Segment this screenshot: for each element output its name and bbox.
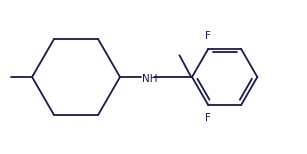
Text: F: F [204,113,210,123]
Text: NH: NH [142,74,157,84]
Text: F: F [204,31,210,41]
